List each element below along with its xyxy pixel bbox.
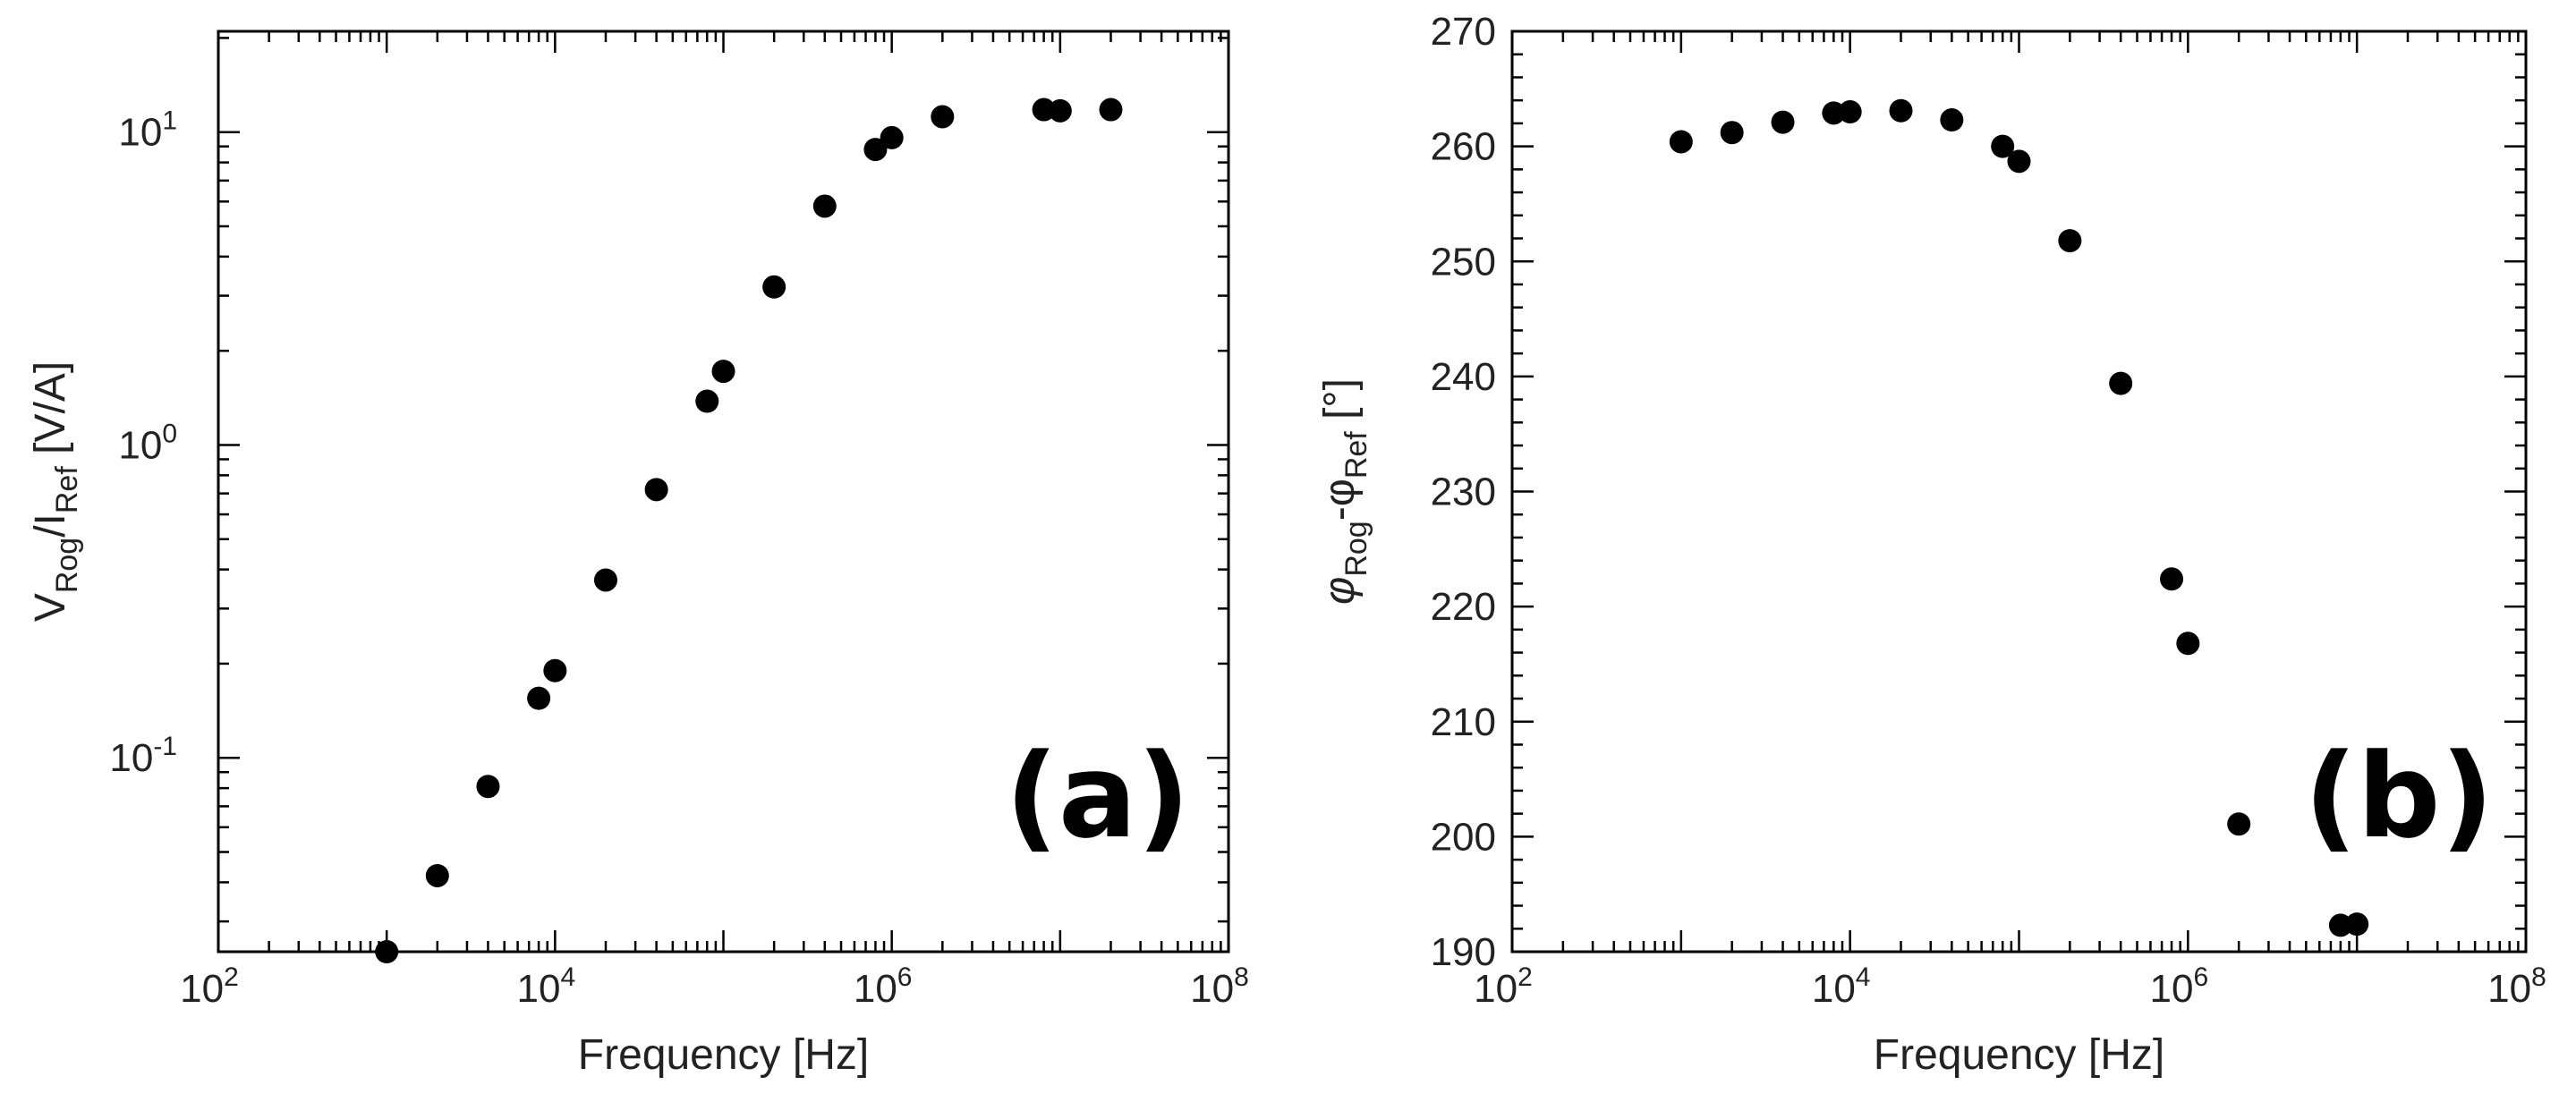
panel-b-data-point (1940, 108, 1964, 132)
panel-a-data-point (476, 775, 500, 799)
panel-b-y-tick-label: 220 (1431, 585, 1496, 629)
panel-b-ylabel-phi-ref: -φ (1316, 479, 1364, 521)
panel-b-data-point (2176, 632, 2200, 656)
panel-b-y-tick-label: 250 (1431, 240, 1496, 284)
panel-b-data-point (2345, 912, 2369, 937)
panel-b-x-tick-label: 108 (2487, 962, 2546, 1011)
panel-b-x-tick-exp: 4 (1856, 962, 1871, 992)
panel-b-data-point (1720, 121, 1744, 145)
panel-a-ylabel-i: /I (27, 513, 74, 538)
panel-b-x-tick-exp: 8 (2531, 962, 2546, 992)
panel-a-x-axis-title: Frequency [Hz] (578, 1031, 869, 1079)
panel-a-data-point (863, 138, 888, 162)
panel-a-x-tick-label: 106 (854, 962, 913, 1011)
panel-b-y-tick-label: 240 (1431, 355, 1496, 399)
panel-a-x-tick-exp: 6 (897, 962, 913, 992)
panel-b-x-tick-base: 10 (1474, 967, 1518, 1011)
panel-a-ylabel-sub-rog: Rog (50, 538, 84, 593)
panel-a-y-tick-base: 10 (118, 111, 162, 155)
panel-b-data-point (2227, 812, 2251, 836)
panel-b-x-tick-label: 102 (1474, 962, 1533, 1011)
panel-a-data-point (931, 105, 955, 129)
panel-a-x-tick-label: 108 (1190, 962, 1249, 1011)
panel-a-ylabel-sub-ref: Ref (50, 466, 84, 513)
panel-b-x-tick-exp: 2 (1518, 962, 1533, 992)
panel-a-y-tick-base: 10 (109, 736, 153, 780)
panel-a-data-points (375, 97, 1123, 963)
panel-b-tag: (b) (2304, 728, 2494, 864)
panel-a-x-tick-exp: 8 (1234, 962, 1249, 992)
panel-b-y-tick-label: 260 (1431, 125, 1496, 169)
panel-a-data-point (762, 275, 786, 299)
panel-a-x-tick-base: 10 (854, 967, 897, 1011)
panel-a-y-tick-label: 101 (118, 106, 177, 155)
panel-a-data-point (425, 863, 449, 887)
panel-a-x-tick-exp: 4 (560, 962, 575, 992)
panel-b-x-tick-exp: 6 (2193, 962, 2208, 992)
panel-b-x-tick-label: 106 (2150, 962, 2209, 1011)
panel-b-y-tick-label: 190 (1431, 930, 1496, 974)
panel-b-ylabel-unit: [°] (1316, 378, 1364, 431)
panel-b-data-point (2160, 567, 2184, 591)
panel-a-tag: (a) (1005, 728, 1190, 864)
panel-b-data-point (1889, 98, 1913, 123)
panel-a-y-tick-label: 10-1 (109, 732, 177, 780)
panel-b-ylabel-sub-ref: Ref (1339, 431, 1373, 479)
panel-b-y-tick-label: 210 (1431, 700, 1496, 744)
panel-a-ylabel-unit: [V/A] (27, 361, 74, 466)
panel-a-data-point (593, 568, 617, 592)
panel-b-y-tick-label: 230 (1431, 470, 1496, 514)
panel-a-x-tick-base: 10 (180, 967, 224, 1011)
panel-b-data-point (2058, 229, 2082, 253)
panel-b-data-point (2007, 149, 2031, 174)
panel-a-x-tick-label: 102 (180, 962, 239, 1011)
panel-b-data-point (2109, 371, 2133, 395)
panel-a-x-tick-label: 104 (517, 962, 576, 1011)
panel-b-data-point (1669, 130, 1693, 154)
panel-a-axis-ticks (217, 31, 1228, 952)
panel-b-data-point (1991, 134, 2015, 158)
panel-a-data-point (1048, 98, 1072, 123)
panel-a-data-point (695, 389, 719, 413)
panel-b-x-axis-title: Frequency [Hz] (1874, 1031, 2164, 1079)
panel-b-x-tick-base: 10 (2487, 967, 2531, 1011)
panel-a-y-tick-exp: -1 (153, 732, 177, 761)
panel-a-data-point (644, 478, 668, 502)
panel-b-x-tick-base: 10 (1812, 967, 1856, 1011)
panel-b-y-tick-label: 270 (1431, 10, 1496, 54)
panel-b-y-axis-title: φRog-φRef [°] (1316, 378, 1373, 605)
panel-b-data-point (1771, 110, 1795, 134)
panel-b-chart: 102 104 106 108190200210220230240250260270 … (1316, 10, 2546, 1079)
panel-a-x-tick-exp: 2 (224, 962, 239, 992)
panel-a-data-point (812, 194, 837, 218)
panel-b-data-points (1669, 98, 2369, 937)
panel-a-data-point (375, 940, 399, 963)
panel-b-x-tick-base: 10 (2150, 967, 2194, 1011)
panel-a-ylabel-v: V (27, 593, 74, 622)
panel-b-axis-ticks (1510, 30, 2526, 954)
panel-a-data-point (880, 125, 904, 149)
panel-a-y-tick-base: 10 (118, 423, 162, 467)
panel-b-data-point (1838, 100, 1862, 124)
panel-b-x-tick-label: 104 (1812, 962, 1871, 1011)
panel-b-ylabel-sub-rog: Rog (1339, 521, 1373, 576)
panel-b-ylabel-phi: φ (1316, 577, 1364, 605)
panel-a-data-point (543, 658, 567, 682)
panel-a-data-point (1099, 97, 1123, 122)
panel-a-y-tick-exp: 0 (162, 419, 177, 448)
panel-a-y-axis-title: VRog/IRef [V/A] (27, 361, 84, 622)
panel-a-y-tick-label: 100 (118, 419, 177, 467)
panel-a-data-point (711, 360, 735, 384)
panel-b-y-tick-label: 200 (1431, 815, 1496, 859)
panel-a-data-point (527, 686, 551, 710)
panel-a-y-tick-exp: 1 (162, 106, 177, 136)
panel-a-x-tick-base: 10 (1190, 967, 1234, 1011)
panel-a-x-tick-base: 10 (517, 967, 561, 1011)
